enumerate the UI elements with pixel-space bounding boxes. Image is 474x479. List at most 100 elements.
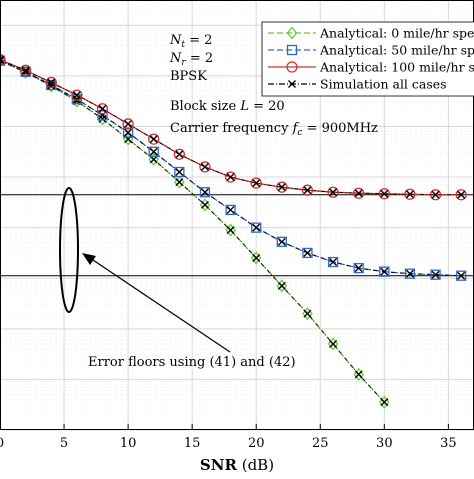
- simulation-x-marker: [21, 66, 30, 75]
- simulation-x-marker: [149, 135, 158, 144]
- square-marker: [379, 266, 390, 277]
- simulation-x-marker: [329, 340, 338, 348]
- legend-label: Analytical: 50 mile/hr sp: [319, 43, 474, 58]
- circle-marker: [19, 64, 32, 76]
- diamond-marker: [302, 307, 313, 321]
- simulation-x-marker: [200, 162, 209, 171]
- simulation-x-marker: [380, 189, 389, 198]
- diamond-marker: [327, 337, 339, 351]
- square-marker: [404, 268, 416, 279]
- legend-item: Simulation all cases: [268, 77, 447, 92]
- simulation-x-marker: [303, 309, 312, 318]
- note-carrier-frequency: Carrier frequency fc = 900MHz: [170, 121, 378, 138]
- note-modulation: BPSK: [170, 69, 207, 84]
- simulation-line: [0, 60, 385, 403]
- x-tick-labels: 0 5 10 15 20 25 30 35: [0, 424, 457, 451]
- error-floor-lines: [0, 194, 474, 277]
- legend-item: Analytical: 50 mile/hr sp: [268, 43, 474, 58]
- square-marker: [302, 247, 313, 259]
- simulation-x-marker: [252, 179, 261, 188]
- simulation-x-marker: [47, 78, 56, 87]
- parameter-notes: Nt = 2 Nr = 2 BPSK Block size L = 20 Car…: [169, 33, 378, 138]
- square-marker: [97, 110, 108, 121]
- diamond-marker: [378, 395, 390, 409]
- x-tick-label: 10: [120, 436, 137, 451]
- simulation-x-marker: [124, 119, 133, 128]
- x-tick-label: 5: [60, 436, 68, 451]
- circle-marker: [429, 189, 442, 201]
- series-3: [0, 54, 467, 201]
- note-nr: Nr = 2: [169, 51, 213, 68]
- simulation-x-marker: [175, 150, 184, 159]
- simulation-x-marker: [329, 258, 338, 267]
- circle-marker: [404, 188, 416, 200]
- circle-marker: [327, 186, 339, 198]
- x-tick-label: 20: [248, 436, 265, 451]
- legend-label: Analytical: 100 mile/hr s: [319, 60, 474, 75]
- square-marker: [122, 127, 134, 138]
- diamond-marker: [353, 367, 365, 381]
- x-axis-title: SNR (dB): [200, 456, 274, 474]
- square-marker: [199, 187, 211, 198]
- simulation-x-marker: [200, 200, 209, 209]
- circle-marker: [0, 54, 6, 66]
- circle-marker: [45, 76, 57, 89]
- simulation-x-marker: [200, 188, 209, 197]
- series-2: [0, 55, 467, 281]
- circle-marker: [173, 148, 186, 160]
- simulation-x-marker: [277, 183, 286, 192]
- simulation-x-marker: [226, 205, 235, 214]
- x-tick-label: 35: [440, 436, 457, 451]
- square-marker: [327, 256, 339, 268]
- square-marker: [148, 146, 159, 157]
- simulation-x-marker: [226, 226, 235, 235]
- circle-marker: [71, 89, 83, 101]
- circle-marker: [148, 133, 160, 145]
- simulation-x-marker: [329, 188, 338, 197]
- circle-marker: [250, 177, 262, 189]
- circle-marker: [122, 118, 134, 130]
- simulation-x-marker: [303, 248, 312, 257]
- simulation-x-marker: [303, 186, 312, 195]
- legend-circle-marker: [286, 61, 298, 73]
- square-marker: [251, 222, 262, 233]
- legend-square-marker: [286, 44, 298, 56]
- annotation-arrow-shaft: [89, 257, 231, 353]
- square-marker: [430, 269, 441, 280]
- simulation-x-marker: [124, 128, 133, 137]
- x-axis-label: SNR (dB): [200, 456, 274, 474]
- simulation-x-marker: [380, 267, 389, 276]
- simulation-x-marker: [431, 270, 440, 279]
- square-marker: [276, 236, 287, 247]
- square-marker: [456, 270, 467, 281]
- circle-marker: [96, 103, 109, 115]
- circle-marker: [301, 184, 314, 196]
- legend-label: Analytical: 0 mile/hr spe: [319, 26, 474, 41]
- diamond-marker: [250, 251, 262, 265]
- simulation-x-marker: [405, 269, 414, 278]
- simulation-x-marker: [72, 91, 81, 100]
- simulation-x-marker: [354, 370, 363, 379]
- diamond-marker: [174, 175, 185, 189]
- simulation-x-marker: [277, 237, 286, 246]
- x-tick-label: 25: [312, 436, 329, 451]
- error-floor-annotation: Error floors using (41) and (42): [59, 187, 296, 370]
- simulation-x-marker: [457, 271, 466, 280]
- circle-marker: [353, 187, 365, 199]
- simulation-x-marker: [252, 223, 261, 232]
- simulation-x-marker: [0, 56, 4, 65]
- simulation-x-marker: [252, 254, 261, 262]
- note-block-size: Block size L = 20: [170, 99, 285, 114]
- simulation-x-marker: [175, 168, 184, 176]
- simulation-x-marker: [226, 173, 235, 182]
- simulation-x-marker: [405, 190, 414, 199]
- simulation-x-marker: [457, 190, 466, 199]
- circle-marker: [276, 181, 288, 193]
- square-marker: [353, 262, 364, 274]
- simulation-x-marker: [380, 398, 389, 407]
- circle-marker: [224, 171, 237, 183]
- x-tick-label: 30: [376, 436, 393, 451]
- legend-box: [261, 21, 474, 97]
